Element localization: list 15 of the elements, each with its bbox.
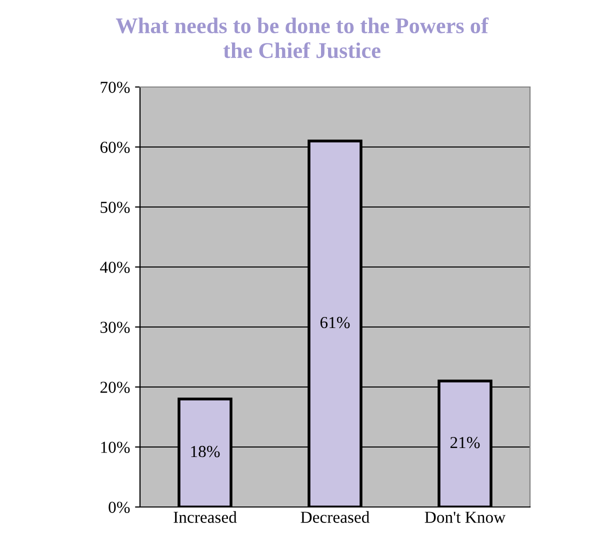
y-tick-label: 10%: [101, 442, 130, 453]
y-tick-label: 40%: [100, 262, 130, 273]
data-label: 21%: [450, 436, 480, 448]
chart-title: What needs to be done to the Powers of the Chief Justice: [116, 17, 489, 58]
y-tick-label: 20%: [100, 382, 130, 393]
y-tick-label: 0%: [108, 502, 130, 513]
x-tick-label: Increased: [174, 511, 237, 523]
y-tick-label: 50%: [100, 202, 130, 213]
x-tick-label: Don't Know: [424, 512, 506, 523]
x-tick-label: Decreased: [300, 511, 370, 523]
y-tick-label: 70%: [100, 82, 130, 93]
data-label: 18%: [191, 446, 220, 458]
data-label: 61%: [320, 316, 350, 328]
y-tick-label: 30%: [100, 322, 130, 333]
y-tick-label: 60%: [100, 142, 130, 153]
